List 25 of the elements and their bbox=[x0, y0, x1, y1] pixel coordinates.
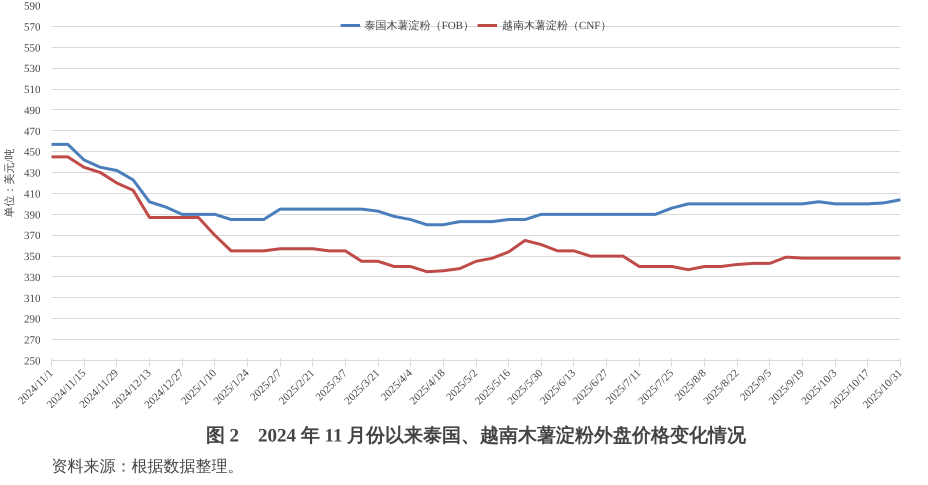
y-tick-label: 570 bbox=[24, 21, 41, 34]
y-tick-label: 470 bbox=[24, 126, 41, 138]
y-tick-label: 290 bbox=[24, 314, 41, 326]
legend-label: 越南木薯淀粉（CNF） bbox=[502, 18, 612, 32]
y-tick-label: 410 bbox=[24, 188, 41, 200]
line-series bbox=[52, 155, 900, 274]
y-tick-label: 270 bbox=[24, 334, 41, 347]
y-tick-label: 390 bbox=[24, 209, 41, 222]
y-tick-label: 590 bbox=[24, 0, 41, 12]
y-tick-label: 450 bbox=[24, 146, 41, 159]
y-axis-title: 单位：美元/吨 bbox=[3, 148, 16, 218]
text: 图 2 2024 年 11 月份以来泰国、越南木薯淀粉外盘价格变化情况 bbox=[206, 424, 748, 446]
y-tick-label: 490 bbox=[24, 104, 41, 117]
y-tick-label: 430 bbox=[24, 168, 41, 180]
y-tick-label: 350 bbox=[24, 251, 41, 264]
y-tick-label: 250 bbox=[24, 356, 41, 368]
text: 资料来源：根据数据整理。 bbox=[52, 458, 244, 476]
legend-label: 泰国木薯淀粉（FOB） bbox=[364, 18, 474, 32]
y-tick-label: 510 bbox=[24, 84, 41, 96]
line-series bbox=[52, 142, 900, 226]
y-tick-label: 370 bbox=[24, 230, 41, 242]
y-tick-label: 550 bbox=[24, 42, 41, 54]
y-tick-label: 310 bbox=[24, 292, 41, 305]
y-tick-label: 530 bbox=[24, 63, 41, 76]
y-tick-label: 330 bbox=[24, 272, 41, 284]
